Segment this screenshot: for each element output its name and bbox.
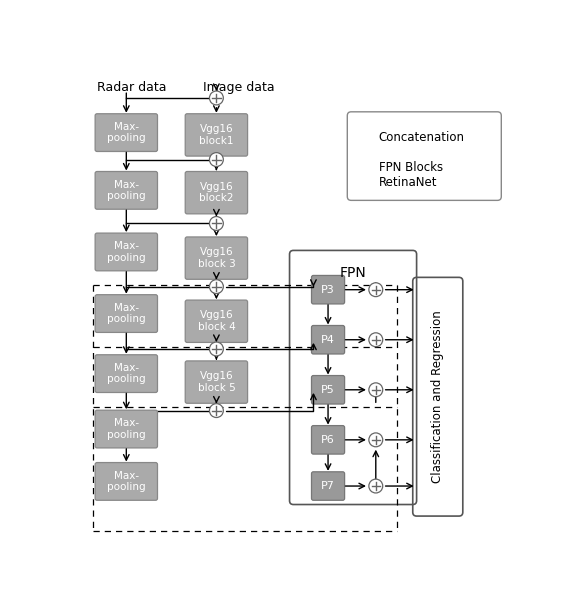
Text: Concatenation: Concatenation	[379, 131, 465, 144]
FancyBboxPatch shape	[185, 300, 248, 342]
FancyBboxPatch shape	[95, 233, 158, 271]
FancyBboxPatch shape	[311, 376, 345, 404]
Text: Max-
pooling: Max- pooling	[107, 303, 146, 324]
Circle shape	[209, 404, 223, 417]
FancyBboxPatch shape	[95, 114, 158, 152]
Text: Max-
pooling: Max- pooling	[107, 470, 146, 492]
FancyBboxPatch shape	[95, 172, 158, 209]
Text: Max-
pooling: Max- pooling	[107, 180, 146, 201]
Text: P3: P3	[321, 285, 335, 295]
Text: FPN: FPN	[340, 266, 367, 280]
Text: P: P	[362, 170, 368, 180]
Circle shape	[209, 153, 223, 166]
FancyBboxPatch shape	[311, 426, 345, 454]
FancyBboxPatch shape	[311, 276, 345, 304]
FancyBboxPatch shape	[347, 112, 501, 200]
Circle shape	[369, 479, 383, 493]
FancyBboxPatch shape	[311, 326, 345, 354]
Text: Vgg16
block 3: Vgg16 block 3	[198, 247, 235, 269]
Circle shape	[209, 280, 223, 293]
Text: Radar data: Radar data	[97, 81, 166, 94]
FancyBboxPatch shape	[185, 114, 248, 156]
FancyBboxPatch shape	[95, 355, 158, 392]
FancyBboxPatch shape	[95, 463, 158, 500]
Text: P4: P4	[321, 335, 335, 345]
Text: Image data: Image data	[202, 81, 274, 94]
Circle shape	[369, 433, 383, 447]
FancyBboxPatch shape	[95, 410, 158, 448]
Circle shape	[209, 342, 223, 356]
Circle shape	[369, 383, 383, 397]
Circle shape	[358, 130, 372, 144]
FancyBboxPatch shape	[185, 237, 248, 279]
FancyBboxPatch shape	[185, 361, 248, 403]
Text: Vgg16
block1: Vgg16 block1	[199, 124, 234, 145]
Text: P5: P5	[321, 385, 335, 395]
Text: FPN Blocks
RetinaNet: FPN Blocks RetinaNet	[379, 161, 443, 189]
Text: Vgg16
block 4: Vgg16 block 4	[198, 310, 235, 332]
Circle shape	[209, 91, 223, 105]
FancyBboxPatch shape	[185, 172, 248, 214]
Text: Vgg16
block 5: Vgg16 block 5	[198, 371, 235, 393]
FancyBboxPatch shape	[311, 472, 345, 500]
Circle shape	[369, 333, 383, 346]
Circle shape	[209, 216, 223, 230]
Text: Vgg16
block2: Vgg16 block2	[199, 182, 234, 203]
Text: P6: P6	[321, 435, 335, 445]
FancyBboxPatch shape	[95, 295, 158, 332]
Text: Max-
pooling: Max- pooling	[107, 419, 146, 440]
FancyBboxPatch shape	[354, 166, 375, 184]
Text: P7: P7	[321, 481, 335, 491]
Circle shape	[369, 283, 383, 296]
Text: Classification and Regression: Classification and Regression	[432, 310, 444, 483]
Text: Max-
pooling: Max- pooling	[107, 363, 146, 384]
Text: Max-
pooling: Max- pooling	[107, 241, 146, 263]
Text: Max-
pooling: Max- pooling	[107, 122, 146, 144]
